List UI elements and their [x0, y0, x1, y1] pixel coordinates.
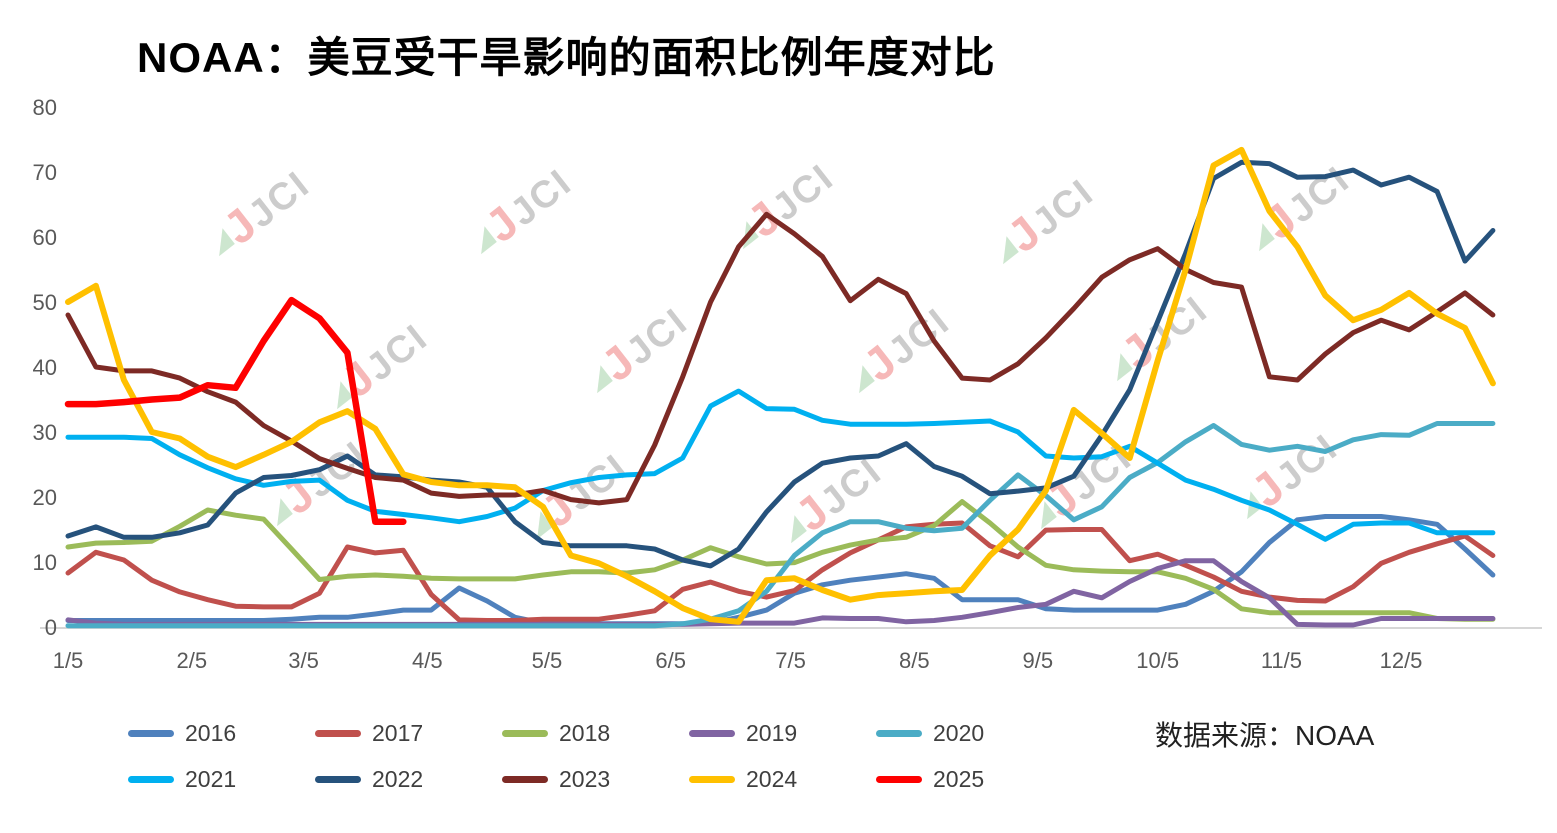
series-line-2022	[65, 159, 1496, 569]
series-line-2024	[65, 146, 1496, 625]
x-axis-tick-7-5: 7/5	[775, 648, 806, 673]
legend-label-2019: 2019	[746, 719, 798, 746]
x-axis-tick-9-5: 9/5	[1023, 648, 1054, 673]
legend-item-2017: 2017	[315, 710, 502, 756]
x-axis-tick-4-5: 4/5	[412, 648, 443, 673]
y-axis-tick-60: 60	[33, 225, 57, 250]
legend-label-2021: 2021	[185, 765, 237, 792]
y-axis-tick-0: 0	[45, 615, 57, 640]
legend-label-2018: 2018	[559, 719, 611, 746]
series-line-2020	[65, 421, 1496, 629]
x-axis-tick-1-5: 1/5	[53, 648, 84, 673]
legend-swatch-2016	[128, 729, 174, 737]
data-source-note: 数据来源：NOAA	[1155, 720, 1375, 751]
series-line-2025	[64, 296, 407, 525]
legend-swatch-2019	[689, 729, 735, 737]
legend-label-2024: 2024	[746, 765, 798, 792]
legend-item-2024: 2024	[689, 756, 876, 802]
series-line-2023	[65, 211, 1496, 506]
y-axis-tick-70: 70	[33, 160, 57, 185]
legend-label-2025: 2025	[933, 765, 985, 792]
legend-item-2019: 2019	[689, 710, 876, 756]
series-line-2021	[65, 388, 1496, 542]
x-axis-tick-12-5: 12/5	[1380, 648, 1423, 673]
legend-swatch-2020	[876, 729, 922, 737]
legend-label-2016: 2016	[185, 719, 237, 746]
legend-item-2018: 2018	[502, 710, 689, 756]
y-axis-tick-10: 10	[33, 550, 57, 575]
x-axis-tick-11-5: 11/5	[1261, 648, 1302, 673]
legend-swatch-2024	[689, 775, 735, 783]
legend-label-2023: 2023	[559, 765, 611, 792]
legend-item-2022: 2022	[315, 756, 502, 802]
legend-swatch-2018	[502, 729, 548, 737]
series-line-2017	[65, 520, 1496, 623]
x-axis-tick-2-5: 2/5	[176, 648, 207, 673]
series-line-2018	[65, 499, 1496, 622]
legend-swatch-2021	[128, 775, 174, 783]
x-axis-tick-5-5: 5/5	[532, 648, 563, 673]
x-axis-tick-3-5: 3/5	[288, 648, 319, 673]
legend-swatch-2025	[876, 775, 922, 783]
y-axis-tick-50: 50	[33, 290, 57, 315]
legend-swatch-2022	[315, 775, 361, 783]
chart-title: NOAA：美豆受干旱影响的面积比例年度对比	[137, 34, 996, 81]
legend-item-2025: 2025	[876, 756, 1063, 802]
y-axis-tick-20: 20	[33, 485, 57, 510]
x-axis-tick-6-5: 6/5	[655, 648, 686, 673]
y-axis-tick-30: 30	[33, 420, 57, 445]
y-axis-tick-40: 40	[33, 355, 57, 380]
legend-swatch-2023	[502, 775, 548, 783]
legend-label-2017: 2017	[372, 719, 424, 746]
x-axis-tick-10-5: 10/5	[1136, 648, 1179, 673]
legend-item-2020: 2020	[876, 710, 1063, 756]
chart-legend: 2016 2017 2018 2019 2020 2021 2022 2023 2024 2025	[128, 710, 1068, 802]
legend-swatch-2017	[315, 729, 361, 737]
legend-item-2021: 2021	[128, 756, 315, 802]
legend-label-2020: 2020	[933, 719, 985, 746]
series-line-2016	[65, 514, 1496, 627]
legend-item-2023: 2023	[502, 756, 689, 802]
y-axis-tick-80: 80	[33, 95, 57, 120]
x-axis-tick-8-5: 8/5	[899, 648, 930, 673]
legend-item-2016: 2016	[128, 710, 315, 756]
legend-label-2022: 2022	[372, 765, 424, 792]
